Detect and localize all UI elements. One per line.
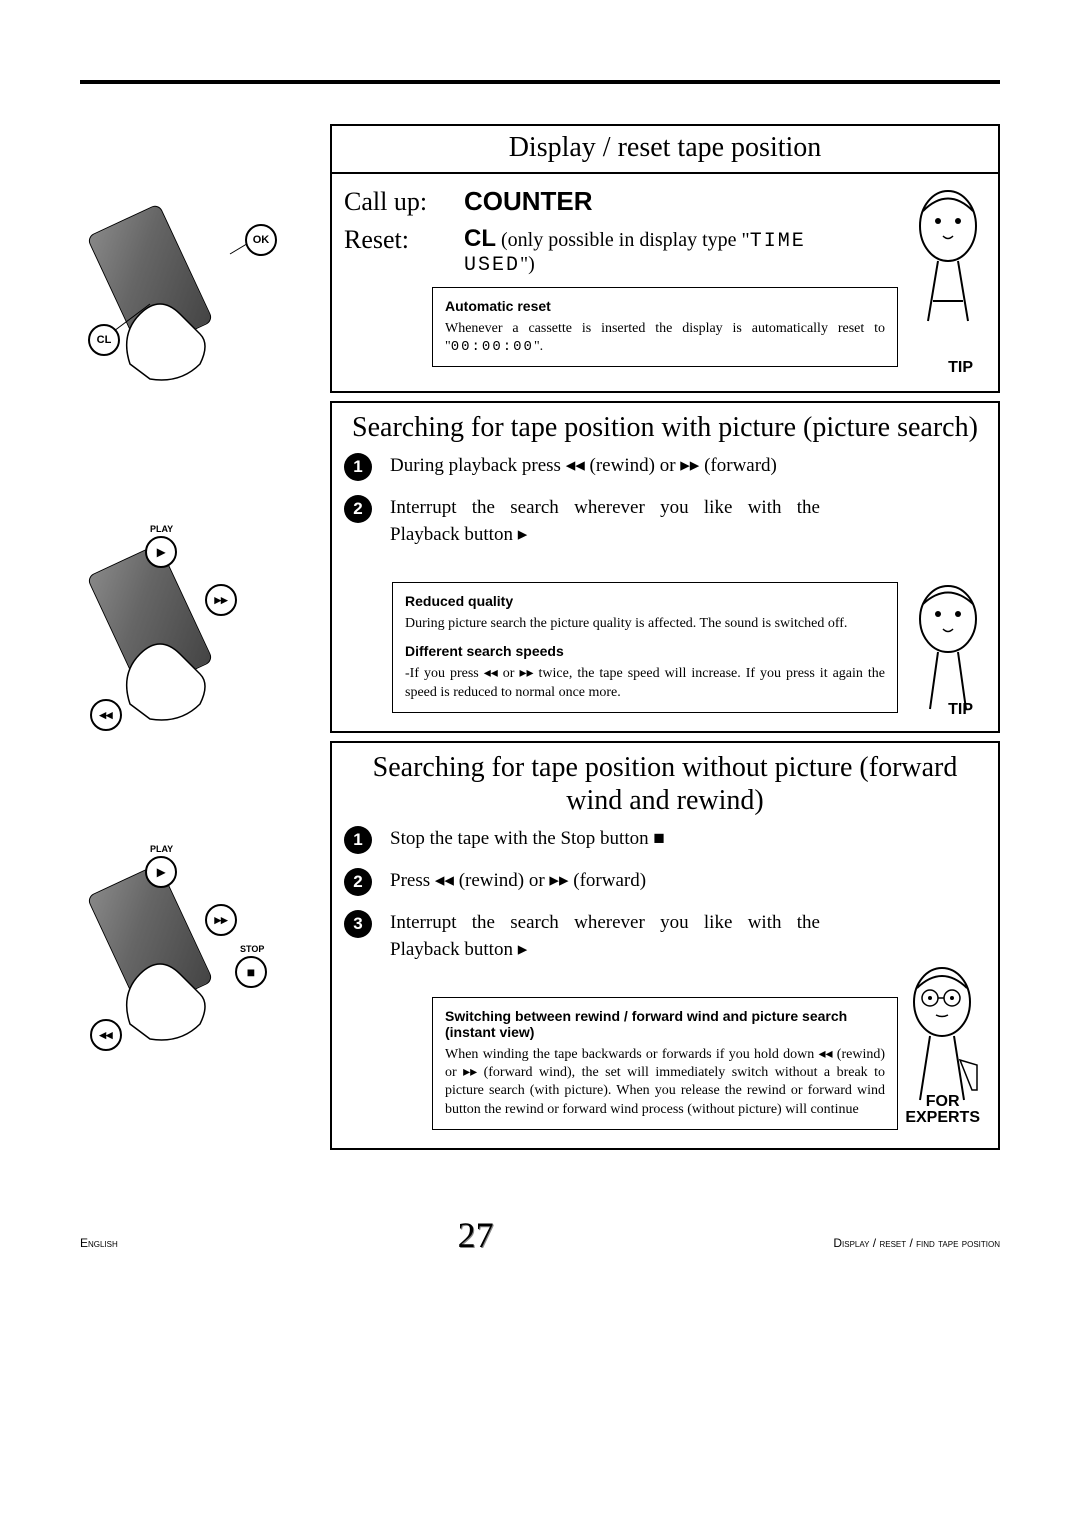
- tip-reduced-quality: Reduced quality During picture search th…: [392, 582, 898, 713]
- rewind-button-icon-3: ◂◂: [90, 1019, 122, 1051]
- section3-title: Searching for tape position without pict…: [332, 743, 998, 826]
- step-text: Stop the tape with the Stop button ■: [390, 826, 986, 853]
- section-picture-search: Searching for tape position with picture…: [330, 401, 1000, 732]
- tip-instant-view: Switching between rewind / forward wind …: [432, 997, 898, 1130]
- reset-label: Reset:: [344, 225, 464, 255]
- expert-face-icon: [902, 960, 992, 1110]
- step-number-icon: 1: [344, 453, 372, 481]
- ok-button-icon: OK: [245, 224, 277, 256]
- remote-illustration-3: PLAY ▸ ▸▸ STOP ■ ◂◂: [80, 844, 260, 1064]
- step-row: 3 Interrupt the search wherever you like…: [344, 910, 986, 963]
- tip3-body: When winding the tape backwards or forwa…: [445, 1046, 885, 1119]
- section1-title: Display / reset tape position: [330, 124, 1000, 174]
- tip1-title: Automatic reset: [445, 298, 885, 314]
- tip-label-2: TIP: [948, 701, 973, 719]
- step-text: Interrupt the search wherever you like w…: [390, 495, 820, 548]
- footer-section: Display / reset / find tape position: [833, 1236, 1000, 1250]
- play-label: PLAY: [150, 524, 173, 534]
- left-illustrations: OK CL PLAY ▸ ▸▸ ◂◂ PLAY: [80, 124, 300, 1184]
- remote-illustration-1: OK CL: [80, 184, 260, 404]
- tip1-body: Whenever a cassette is inserted the disp…: [445, 320, 885, 356]
- page-footer: English 27 Display / reset / find tape p…: [80, 1214, 1000, 1256]
- tip-label-1: TIP: [948, 359, 973, 377]
- step-text: During playback press ◂◂ (rewind) or ▸▸ …: [390, 453, 820, 480]
- step-row: 1 Stop the tape with the Stop button ■: [344, 826, 986, 854]
- tip2a-title: Reduced quality: [405, 593, 885, 609]
- rewind-button-icon: ◂◂: [90, 699, 122, 731]
- stop-label: STOP: [240, 944, 264, 954]
- tip-face-icon: [908, 181, 988, 331]
- ok-label: OK: [253, 234, 270, 246]
- step-number-icon: 2: [344, 868, 372, 896]
- experts-label: FOR EXPERTS: [905, 1094, 980, 1126]
- remote-illustration-2: PLAY ▸ ▸▸ ◂◂: [80, 524, 260, 744]
- step-number-icon: 2: [344, 495, 372, 523]
- reset-value: CL (only possible in display type "TIME …: [464, 225, 814, 277]
- section-without-picture: Searching for tape position without pict…: [330, 741, 1000, 1150]
- step-number-icon: 3: [344, 910, 372, 938]
- callup-value: COUNTER: [464, 186, 593, 217]
- forward-button-icon: ▸▸: [205, 584, 237, 616]
- tip2b-body: -If you press ◂◂ or ▸▸ twice, the tape s…: [405, 665, 885, 701]
- page-number: 27: [458, 1214, 494, 1256]
- step-number-icon: 1: [344, 826, 372, 854]
- tip2a-body: During picture search the picture qualit…: [405, 615, 885, 633]
- tip-face-icon: [908, 579, 988, 719]
- tip-automatic-reset: Automatic reset Whenever a cassette is i…: [432, 287, 898, 367]
- tip3-title: Switching between rewind / forward wind …: [445, 1008, 885, 1040]
- cl-button-icon: CL: [88, 324, 120, 356]
- step-text: Interrupt the search wherever you like w…: [390, 910, 820, 963]
- section-display-reset: Display / reset tape position Call up: C…: [330, 124, 1000, 393]
- footer-language: English: [80, 1236, 118, 1250]
- forward-button-icon-3: ▸▸: [205, 904, 237, 936]
- step-row: 2 Interrupt the search wherever you like…: [344, 495, 986, 548]
- tip2b-title: Different search speeds: [405, 643, 885, 659]
- play-button-icon-3: ▸: [145, 856, 177, 888]
- section2-title: Searching for tape position with picture…: [332, 403, 998, 453]
- play-button-icon: ▸: [145, 536, 177, 568]
- step-text: Press ◂◂ (rewind) or ▸▸ (forward): [390, 868, 986, 895]
- callup-label: Call up:: [344, 187, 464, 217]
- play-label-3: PLAY: [150, 844, 173, 854]
- step-row: 1 During playback press ◂◂ (rewind) or ▸…: [344, 453, 986, 481]
- step-row: 2 Press ◂◂ (rewind) or ▸▸ (forward): [344, 868, 986, 896]
- stop-button-icon: ■: [235, 956, 267, 988]
- cl-label: CL: [97, 334, 112, 346]
